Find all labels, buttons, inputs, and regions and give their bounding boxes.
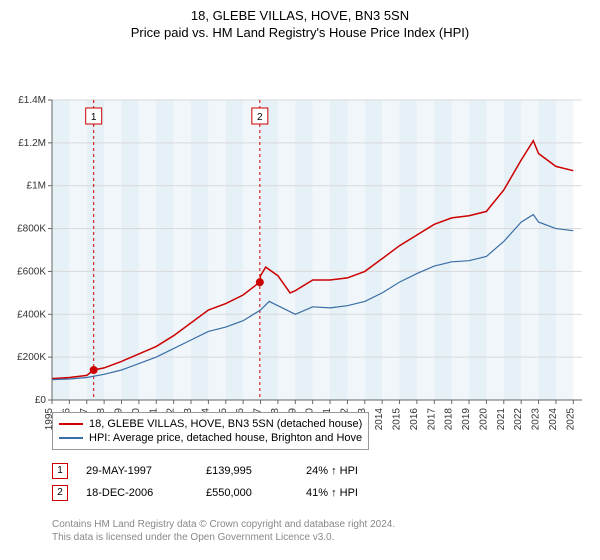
legend: 18, GLEBE VILLAS, HOVE, BN3 5SN (detache… [52, 412, 369, 450]
svg-text:£600K: £600K [17, 266, 46, 277]
legend-swatch [59, 437, 83, 439]
price-hpi-chart: £0£200K£400K£600K£800K£1M£1.2M£1.4M19951… [0, 40, 600, 450]
svg-text:2014: 2014 [374, 408, 385, 431]
svg-text:2020: 2020 [478, 408, 489, 431]
svg-text:2021: 2021 [496, 408, 507, 431]
transaction-marker: 1 [52, 463, 68, 479]
svg-text:£400K: £400K [17, 309, 46, 320]
svg-text:2016: 2016 [409, 408, 420, 431]
footer-attribution: Contains HM Land Registry data © Crown c… [52, 518, 395, 544]
footer-line1: Contains HM Land Registry data © Crown c… [52, 518, 395, 531]
transaction-price: £550,000 [206, 487, 306, 499]
transaction-marker: 2 [52, 485, 68, 501]
legend-item: HPI: Average price, detached house, Brig… [59, 431, 362, 445]
svg-text:2023: 2023 [531, 408, 542, 431]
svg-text:2015: 2015 [392, 408, 403, 431]
legend-label: 18, GLEBE VILLAS, HOVE, BN3 5SN (detache… [89, 418, 362, 430]
transaction-price: £139,995 [206, 465, 306, 477]
svg-text:2018: 2018 [444, 408, 455, 431]
svg-text:2024: 2024 [548, 408, 559, 431]
transaction-date: 29-MAY-1997 [86, 465, 206, 477]
legend-label: HPI: Average price, detached house, Brig… [89, 432, 362, 444]
svg-text:£200K: £200K [17, 352, 46, 363]
svg-text:2017: 2017 [426, 408, 437, 431]
transactions-table: 1 29-MAY-1997£139,99524% ↑ HPI 2 18-DEC-200… [52, 460, 406, 504]
legend-item: 18, GLEBE VILLAS, HOVE, BN3 5SN (detache… [59, 417, 362, 431]
transaction-date: 18-DEC-2006 [86, 487, 206, 499]
svg-text:2022: 2022 [513, 408, 524, 431]
transaction-row: 1 29-MAY-1997£139,99524% ↑ HPI [52, 460, 406, 482]
svg-text:£1.2M: £1.2M [18, 138, 46, 149]
footer-line2: This data is licensed under the Open Gov… [52, 531, 395, 544]
svg-text:2: 2 [257, 112, 263, 123]
svg-text:£0: £0 [35, 395, 47, 406]
svg-text:£800K: £800K [17, 224, 46, 235]
legend-swatch [59, 423, 83, 425]
svg-text:£1M: £1M [27, 181, 46, 192]
transaction-hpi: 24% ↑ HPI [306, 465, 406, 477]
transaction-row: 2 18-DEC-2006£550,00041% ↑ HPI [52, 482, 406, 504]
svg-text:2025: 2025 [565, 408, 576, 431]
title-sub: Price paid vs. HM Land Registry's House … [0, 25, 600, 40]
svg-text:£1.4M: £1.4M [18, 95, 46, 106]
title-main: 18, GLEBE VILLAS, HOVE, BN3 5SN [0, 8, 600, 23]
transaction-hpi: 41% ↑ HPI [306, 487, 406, 499]
svg-text:2019: 2019 [461, 408, 472, 431]
svg-text:1: 1 [91, 112, 97, 123]
